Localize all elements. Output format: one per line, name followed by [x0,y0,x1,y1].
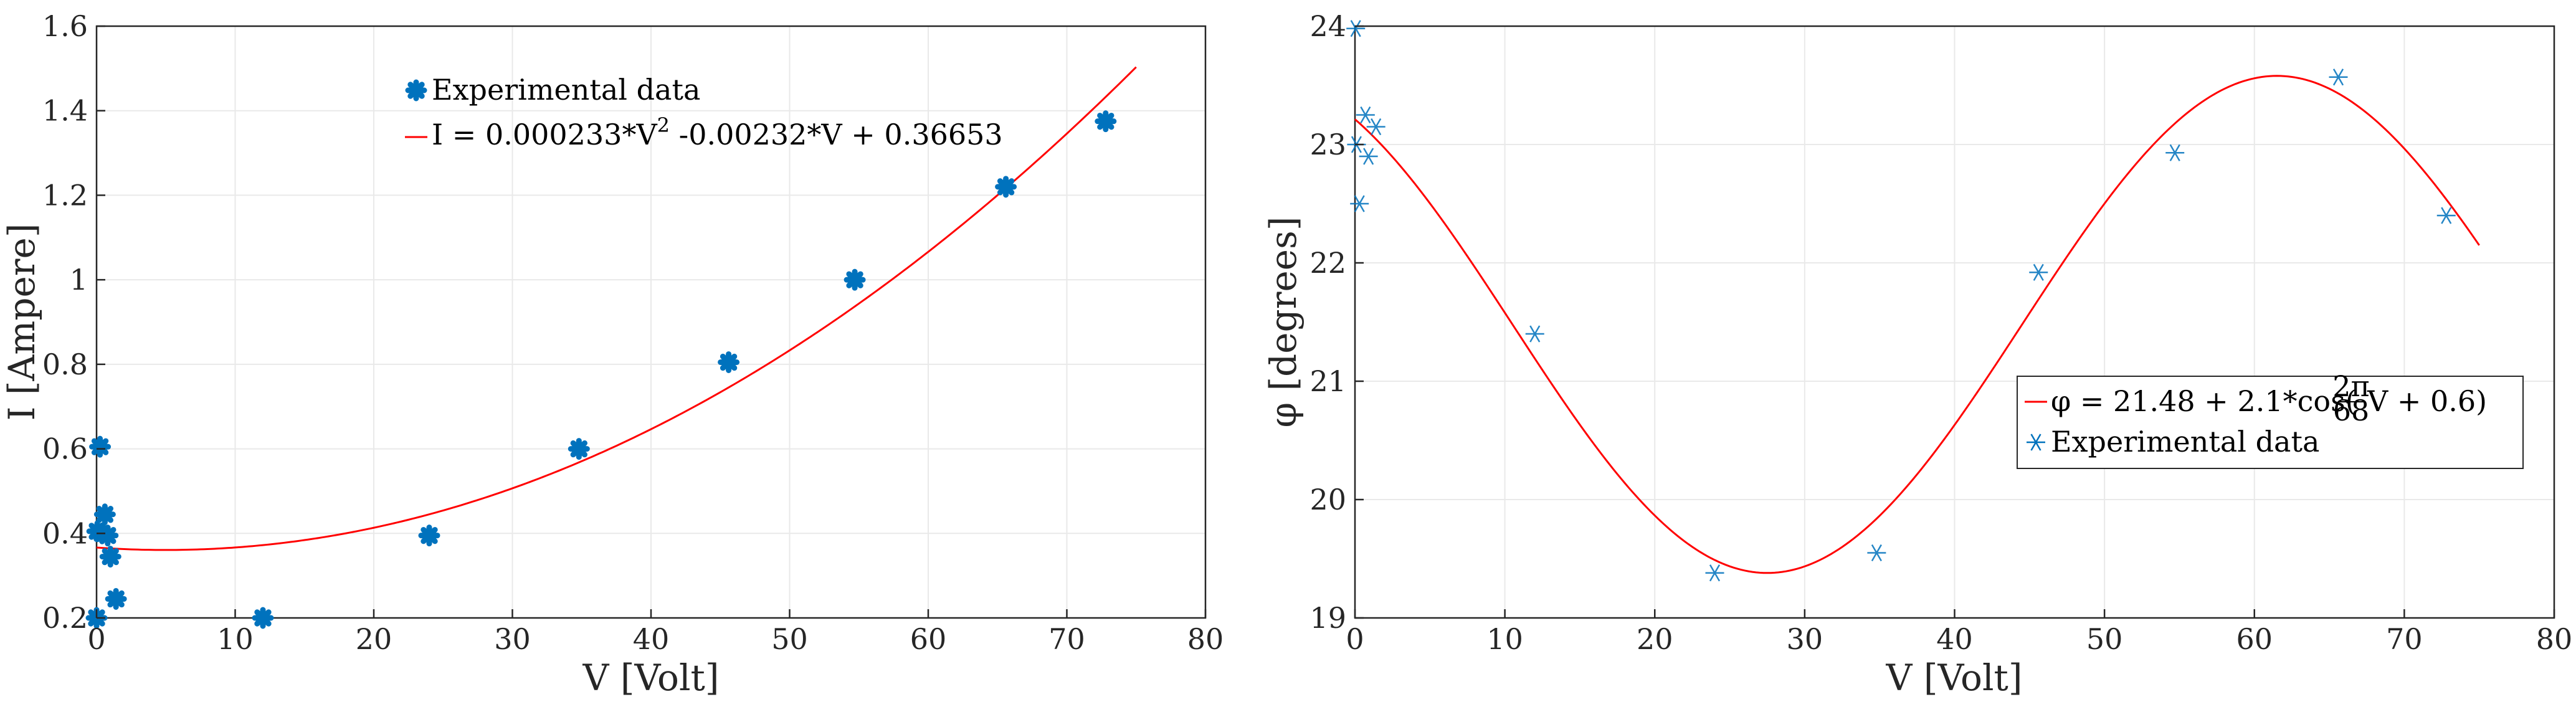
legend-label-fit: I = 0.000233*V2 -0.00232*V + 0.36653 [432,113,1003,151]
data-point [1867,544,1886,562]
x-tick-label: 60 [2236,622,2273,656]
data-point [105,587,127,610]
x-axis-label: V [Volt] [582,657,720,699]
fraction-numerator: 2π [2332,369,2370,403]
x-tick-label: 30 [1787,622,1823,656]
y-tick-label: 21 [1309,364,1346,398]
x-tick-label: 50 [771,622,808,656]
legend-box [2017,376,2524,469]
legend-label-experimental: Experimental data [2051,425,2319,458]
data-point [1705,564,1724,582]
x-tick-label: 20 [356,622,392,656]
legend-marker-experimental [2027,434,2045,451]
legend-fraction: 2π 68 [2332,369,2370,427]
fraction-denominator: 68 [2333,394,2370,427]
data-point [89,435,112,458]
x-axis-label: V [Volt] [1886,657,2023,699]
data-point [97,524,119,547]
x-tick-label: 40 [1936,622,1973,656]
x-tick-label: 10 [217,622,254,656]
x-tick-label: 80 [1187,622,1224,656]
fit-curve [96,66,1137,551]
x-tick-label: 50 [2086,622,2123,656]
data-point [252,607,274,629]
y-tick-label: 1.4 [42,94,88,128]
data-point [568,438,590,460]
x-tick-label: 20 [1637,622,1673,656]
legend-label-fit-rest: V + 0.6) [2367,384,2487,418]
data-point [1359,148,1378,165]
y-tick-label: 22 [1309,246,1346,280]
legend-marker-experimental [405,79,427,102]
y-tick-label: 0.2 [42,601,88,635]
y-axis-label: I [Ampere] [1,224,43,421]
y-tick-label: 24 [1309,9,1346,43]
x-tick-label: 30 [494,622,531,656]
data-point [93,503,116,526]
x-tick-label: 60 [910,622,947,656]
data-point [2436,207,2456,224]
data-point [99,546,121,568]
y-tick-label: 0.6 [42,432,88,466]
data-point [995,176,1017,198]
data-point [1356,106,1375,124]
data-point [718,351,740,373]
legend: Experimental data I = 0.000233*V2 -0.002… [405,73,1003,151]
x-tick-label: 10 [1486,622,1523,656]
legend-label-fit: φ = 21.48 + 2.1*cos( [2051,384,2357,418]
data-point [1350,195,1369,212]
y-tick-label: 1 [70,263,88,297]
y-tick-label: 0.8 [42,348,88,381]
data-point [1366,118,1385,136]
x-tick-label: 70 [1048,622,1085,656]
x-tick-label: 80 [2536,622,2573,656]
data-point [844,268,866,291]
x-tick-label: 70 [2386,622,2423,656]
current-vs-voltage-chart: 0 10 20 30 40 50 60 70 800.20.40.60.811.21.41.6 … [1,9,1224,699]
data-point [1095,110,1117,133]
data-point [418,524,440,547]
data-point [1346,20,1366,37]
legend-label-experimental: Experimental data [432,73,700,107]
y-tick-label: 0.4 [42,516,88,550]
data-point [1525,325,1544,343]
data-point [2029,263,2048,281]
y-axis-label: φ [degrees] [1262,216,1305,427]
fit-curve [1354,75,2480,574]
x-tick-label: 0 [1346,622,1364,656]
x-tick-label: 0 [87,622,105,656]
y-tick-label: 1.6 [42,9,88,43]
y-tick-label: 23 [1309,128,1346,161]
y-tick-label: 20 [1309,483,1346,516]
y-tick-label: 1.2 [42,178,88,212]
data-point [2165,144,2185,161]
x-tick-label: 40 [633,622,670,656]
legend: φ = 21.48 + 2.1*cos( 2π 68 V + 0.6) Expe… [2017,369,2524,469]
y-tick-label: 19 [1309,601,1346,635]
phase-vs-voltage-chart: 0 10 20 30 40 50 60 70 80 19 20 21 22 23 24 V [Volt] φ… [1262,9,2572,699]
data-point [2329,69,2348,86]
